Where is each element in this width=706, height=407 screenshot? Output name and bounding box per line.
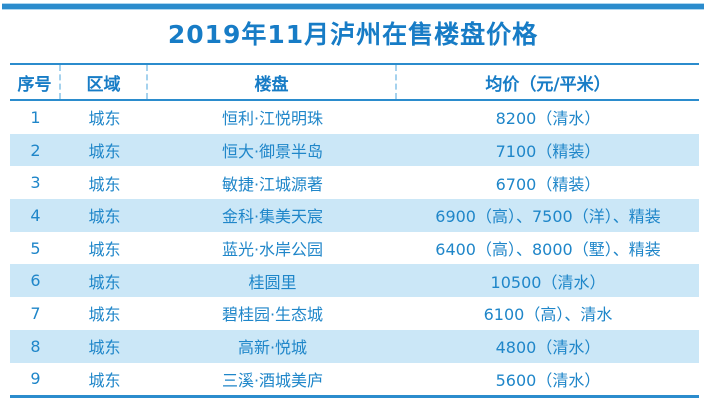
- cell-district: 城东: [88, 174, 121, 194]
- price-table: 序号 区域 楼盘 均价（元/平米） 1 城东 恒利·江悦明珠 8200（清水） …: [10, 63, 699, 399]
- cell-index: 5: [30, 238, 41, 258]
- table-row: 6 城东 桂圆里 10500（清水）: [10, 264, 699, 298]
- cell-district: 城东: [88, 272, 121, 292]
- cell-index: 1: [30, 107, 41, 127]
- cell-price: 6100（高）、清水: [483, 305, 613, 325]
- cell-index: 6: [30, 271, 41, 291]
- header-cell-index: 序号: [10, 65, 61, 99]
- cell-property: 恒利·江悦明珠: [221, 109, 324, 129]
- cell-index: 8: [30, 336, 41, 356]
- cell-index: 9: [30, 369, 41, 389]
- table-row: 7 城东 碧桂园·生态城 6100（高）、清水: [10, 297, 699, 330]
- cell-price: 6900（高）、7500（洋）、精装: [435, 207, 661, 227]
- cell-district: 城东: [88, 240, 121, 260]
- cell-district: 城东: [88, 305, 121, 325]
- cell-district: 城东: [88, 338, 121, 358]
- header-cell-district: 区域: [61, 65, 148, 99]
- cell-price: 6400（高）、8000（墅）、精装: [435, 240, 661, 260]
- table-row: 5 城东 蓝光·水岸公园 6400（高）、8000（墅）、精装: [10, 232, 699, 265]
- table-row: 4 城东 金科·集美天宸 6900（高）、7500（洋）、精装: [10, 199, 699, 232]
- cell-price: 10500（清水）: [490, 272, 606, 292]
- cell-property: 恒大·御景半岛: [221, 142, 324, 162]
- cell-price: 8200（清水）: [495, 109, 601, 129]
- table-row: 8 城东 高新·悦城 4800（清水）: [10, 329, 699, 363]
- cell-property: 碧桂园·生态城: [221, 305, 324, 325]
- cell-index: 3: [30, 173, 41, 193]
- header-cell-property: 楼盘: [148, 65, 397, 99]
- cell-index: 7: [30, 303, 41, 323]
- top-rule-divider: [2, 3, 704, 10]
- cell-price: 4800（清水）: [495, 338, 601, 358]
- cell-property: 高新·悦城: [237, 338, 308, 358]
- table-header-row: 序号 区域 楼盘 均价（元/平米）: [10, 65, 699, 101]
- cell-district: 城东: [88, 109, 121, 129]
- header-cell-price: 均价（元/平米）: [485, 74, 611, 95]
- cell-price: 5600（清水）: [495, 370, 601, 390]
- cell-district: 城东: [88, 370, 121, 390]
- cell-index: 4: [30, 205, 41, 225]
- cell-property: 蓝光·水岸公园: [221, 240, 324, 260]
- table-row: 1 城东 恒利·江悦明珠 8200（清水）: [10, 101, 699, 134]
- cell-price: 7100（精装）: [495, 142, 601, 162]
- table-row: 9 城东 三溪·酒城美庐 5600（清水）: [10, 363, 699, 396]
- cell-district: 城东: [88, 142, 121, 162]
- page-title: 2019年11月泸州在售楼盘价格: [167, 20, 539, 49]
- cell-property: 敏捷·江城源著: [221, 174, 324, 194]
- cell-property: 三溪·酒城美庐: [221, 370, 324, 390]
- cell-property: 桂圆里: [248, 272, 297, 292]
- table-row: 2 城东 恒大·御景半岛 7100（精装）: [10, 133, 699, 167]
- cell-property: 金科·集美天宸: [221, 207, 324, 227]
- cell-index: 2: [30, 140, 41, 160]
- table-row: 3 城东 敏捷·江城源著 6700（精装）: [10, 166, 699, 199]
- cell-price: 6700（精装）: [495, 174, 601, 194]
- cell-district: 城东: [88, 207, 121, 227]
